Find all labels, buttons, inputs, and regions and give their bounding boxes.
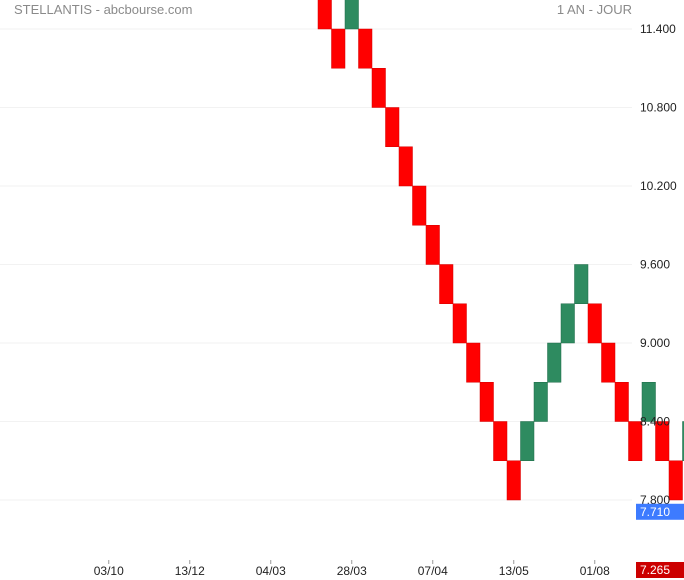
renko-brick-down — [412, 185, 427, 226]
price-tag: 7.710 — [636, 503, 684, 520]
y-tick-label: 11.400 — [640, 22, 676, 36]
x-tick-label: 13/05 — [499, 564, 529, 578]
y-tick-label: 8.400 — [640, 415, 670, 429]
renko-brick-down — [587, 303, 602, 344]
x-tick-label: 28/03 — [337, 564, 367, 578]
price-tag-label: 7.265 — [640, 563, 670, 577]
x-tick-label: 01/08 — [580, 564, 610, 578]
x-tick-label: 13/12 — [175, 564, 205, 578]
renko-brick-down — [317, 0, 332, 30]
renko-brick-down — [331, 28, 346, 69]
renko-brick-down — [398, 146, 413, 187]
x-tick-label: 03/10 — [94, 564, 124, 578]
price-tag-label: 7.710 — [640, 505, 670, 519]
price-tag: 7.265 — [636, 561, 684, 578]
renko-brick-down — [614, 382, 629, 422]
renko-brick-down — [452, 303, 467, 344]
chart-title: STELLANTIS - abcbourse.com — [14, 2, 193, 17]
renko-brick-down — [601, 342, 616, 383]
x-axis-ticks: 03/10 13/12 04/03 28/03 07/04 13/05 01/08 — [94, 560, 610, 578]
x-tick-label: 07/04 — [418, 564, 448, 578]
renko-brick-up — [520, 421, 535, 461]
y-tick-label: 9.600 — [640, 258, 670, 272]
renko-brick-down — [479, 382, 494, 422]
renko-brick-down — [466, 342, 481, 383]
period-label: 1 AN - JOUR — [556, 2, 632, 17]
renko-brick-up — [547, 342, 562, 383]
y-axis-ticks: 15.00014.40013.80013.20012.60012.00011.4… — [640, 22, 677, 507]
x-tick-label: 04/03 — [256, 564, 286, 578]
renko-brick-down — [628, 421, 643, 461]
renko-brick-up — [560, 303, 575, 344]
renko-brick-up — [682, 421, 684, 461]
renko-brick-down — [358, 28, 373, 69]
y-tick-label: 9.000 — [640, 336, 670, 350]
price-tag-background — [636, 503, 684, 520]
renko-brick-down — [425, 225, 440, 265]
renko-brick-down — [655, 421, 670, 461]
renko-brick-up — [344, 0, 359, 30]
y-tick-label: 10.200 — [640, 179, 677, 193]
price-tag-background — [636, 561, 684, 578]
renko-brick-down — [506, 460, 521, 501]
renko-brick-up — [574, 264, 589, 304]
renko-brick-up — [533, 382, 548, 422]
chart-grid — [0, 28, 632, 501]
renko-brick-up — [641, 382, 656, 422]
renko-brick-down — [493, 421, 508, 461]
renko-bricks — [317, 0, 684, 501]
y-tick-label: 10.800 — [640, 101, 677, 115]
renko-brick-down — [385, 107, 400, 147]
renko-brick-down — [371, 68, 386, 108]
renko-brick-down — [668, 460, 683, 501]
y-tick-label: 7.800 — [640, 493, 670, 507]
renko-brick-down — [439, 264, 454, 304]
